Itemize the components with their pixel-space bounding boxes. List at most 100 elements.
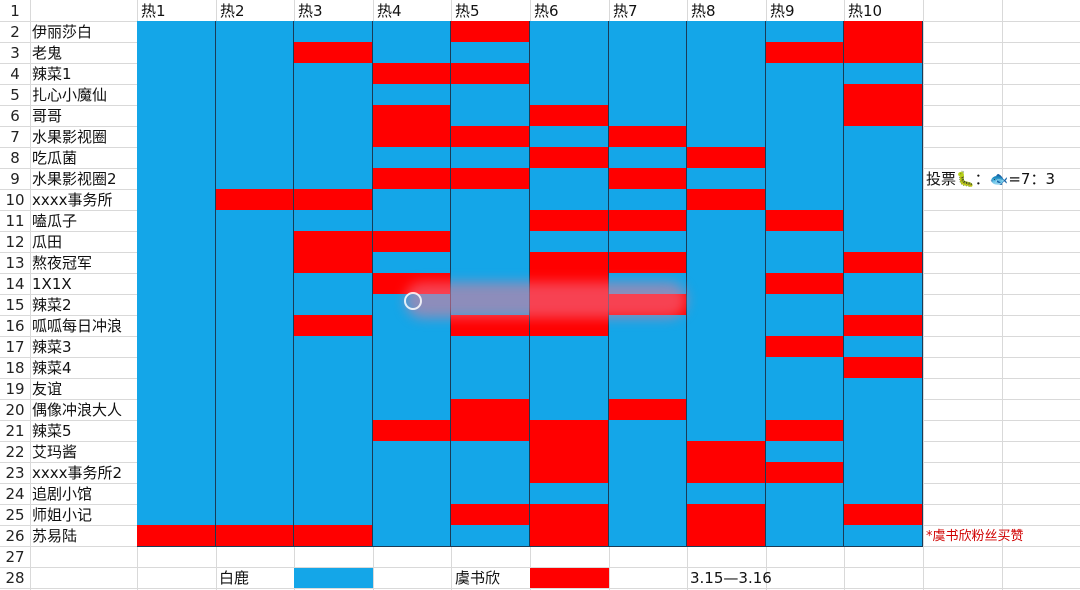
row-number[interactable]: 13 [5, 253, 25, 272]
blue-cell[interactable] [844, 378, 923, 400]
red-cell[interactable] [294, 525, 373, 547]
row-number[interactable]: 20 [5, 400, 25, 419]
blue-cell[interactable] [766, 315, 844, 337]
row-number[interactable]: 10 [5, 190, 25, 209]
red-cell[interactable] [530, 252, 609, 274]
column-header[interactable]: 热2 [220, 2, 245, 20]
blue-cell[interactable] [687, 210, 766, 232]
blue-cell[interactable] [294, 168, 373, 190]
red-cell[interactable] [373, 126, 451, 148]
blue-cell[interactable] [530, 357, 609, 379]
blue-cell[interactable] [609, 315, 687, 337]
red-cell[interactable] [844, 504, 923, 526]
blue-cell[interactable] [609, 441, 687, 463]
account-name[interactable]: 扎心小魔仙 [32, 86, 108, 104]
row-number[interactable]: 11 [5, 211, 25, 230]
blue-cell[interactable] [766, 357, 844, 379]
blue-cell[interactable] [530, 42, 609, 64]
blue-cell[interactable] [844, 483, 923, 505]
red-cell[interactable] [451, 420, 530, 442]
blue-cell[interactable] [766, 231, 844, 253]
blue-cell[interactable] [216, 126, 294, 148]
blue-cell[interactable] [137, 483, 216, 505]
blue-cell[interactable] [844, 231, 923, 253]
blue-cell[interactable] [609, 357, 687, 379]
blue-cell[interactable] [687, 399, 766, 421]
row-number[interactable]: 28 [5, 568, 25, 587]
red-cell[interactable] [687, 462, 766, 484]
blue-cell[interactable] [137, 252, 216, 274]
account-name[interactable]: 辣菜2 [32, 296, 72, 314]
blue-cell[interactable] [216, 399, 294, 421]
column-header[interactable]: 热9 [770, 2, 795, 20]
account-name[interactable]: 辣菜5 [32, 422, 72, 440]
red-cell[interactable] [687, 147, 766, 169]
blue-cell[interactable] [687, 63, 766, 85]
blue-cell[interactable] [373, 21, 451, 43]
blue-cell[interactable] [137, 441, 216, 463]
blue-cell[interactable] [373, 84, 451, 106]
blue-cell[interactable] [451, 147, 530, 169]
red-cell[interactable] [216, 189, 294, 211]
blue-cell[interactable] [294, 294, 373, 316]
blue-cell[interactable] [451, 42, 530, 64]
account-name[interactable]: xxxx事务所 [32, 191, 113, 209]
blue-cell[interactable] [373, 441, 451, 463]
blue-cell[interactable] [216, 168, 294, 190]
blue-cell[interactable] [137, 84, 216, 106]
red-cell[interactable] [609, 210, 687, 232]
blue-cell[interactable] [766, 294, 844, 316]
red-cell[interactable] [530, 210, 609, 232]
row-number[interactable]: 24 [5, 484, 25, 503]
blue-cell[interactable] [844, 147, 923, 169]
blue-cell[interactable] [216, 441, 294, 463]
blue-cell[interactable] [137, 399, 216, 421]
red-cell[interactable] [766, 210, 844, 232]
red-cell[interactable] [451, 504, 530, 526]
blue-cell[interactable] [766, 147, 844, 169]
blue-cell[interactable] [137, 126, 216, 148]
red-cell[interactable] [530, 525, 609, 547]
account-name[interactable]: 追剧小馆 [32, 485, 93, 503]
blue-cell[interactable] [844, 294, 923, 316]
blue-cell[interactable] [373, 315, 451, 337]
blue-cell[interactable] [216, 210, 294, 232]
red-cell[interactable] [451, 315, 530, 337]
blue-cell[interactable] [137, 210, 216, 232]
blue-cell[interactable] [137, 189, 216, 211]
blue-cell[interactable] [294, 63, 373, 85]
blue-cell[interactable] [609, 420, 687, 442]
red-cell[interactable] [451, 399, 530, 421]
red-cell[interactable] [766, 336, 844, 358]
blue-cell[interactable] [137, 105, 216, 127]
blue-cell[interactable] [373, 378, 451, 400]
red-cell[interactable] [451, 21, 530, 43]
blue-cell[interactable] [294, 147, 373, 169]
blue-cell[interactable] [844, 273, 923, 295]
red-cell[interactable] [451, 63, 530, 85]
red-cell[interactable] [766, 42, 844, 64]
account-name[interactable]: 辣菜4 [32, 359, 72, 377]
blue-cell[interactable] [766, 168, 844, 190]
blue-cell[interactable] [373, 42, 451, 64]
blue-cell[interactable] [530, 126, 609, 148]
blue-cell[interactable] [373, 147, 451, 169]
blue-cell[interactable] [687, 42, 766, 64]
blue-cell[interactable] [530, 231, 609, 253]
blue-cell[interactable] [137, 294, 216, 316]
blue-cell[interactable] [137, 273, 216, 295]
red-cell[interactable] [530, 147, 609, 169]
blue-cell[interactable] [216, 105, 294, 127]
blue-cell[interactable] [687, 21, 766, 43]
account-name[interactable]: 师姐小记 [32, 506, 93, 524]
blue-cell[interactable] [609, 378, 687, 400]
blue-cell[interactable] [844, 441, 923, 463]
red-cell[interactable] [373, 168, 451, 190]
blue-cell[interactable] [451, 483, 530, 505]
blue-cell[interactable] [451, 378, 530, 400]
blue-cell[interactable] [294, 210, 373, 232]
blue-cell[interactable] [609, 21, 687, 43]
red-cell[interactable] [609, 126, 687, 148]
row-number[interactable]: 7 [10, 127, 20, 146]
row-number[interactable]: 17 [5, 337, 25, 356]
